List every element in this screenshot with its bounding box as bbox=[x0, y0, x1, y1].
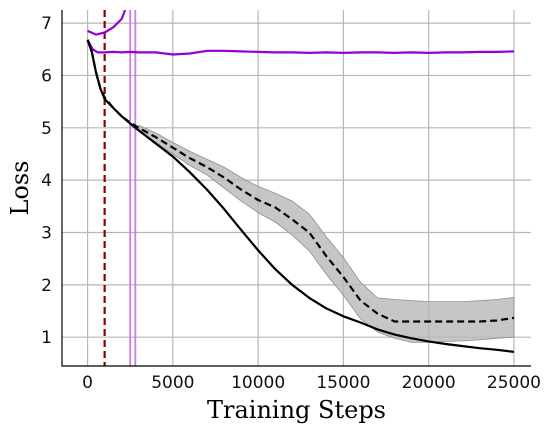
y-tick-label: 2 bbox=[41, 276, 52, 296]
x-tick-label: 0 bbox=[82, 373, 93, 393]
series-line-3 bbox=[86, 39, 515, 323]
x-tick-label: 15000 bbox=[316, 373, 370, 393]
axes-spine bbox=[61, 10, 531, 367]
series-line-1 bbox=[87, 10, 127, 36]
variance-band bbox=[138, 124, 515, 343]
x-tick-label: 25000 bbox=[487, 373, 541, 393]
x-tick-label: 10000 bbox=[231, 373, 285, 393]
y-tick-label: 4 bbox=[41, 171, 52, 191]
y-tick-label: 6 bbox=[41, 66, 52, 86]
x-axis-label: Training Steps bbox=[207, 396, 386, 424]
x-tick-labels: 0 5000 10000 15000 20000 25000 bbox=[82, 373, 541, 393]
y-tick-label: 5 bbox=[41, 119, 52, 139]
y-axis-label: Loss bbox=[6, 160, 34, 215]
y-tick-label: 1 bbox=[41, 328, 52, 348]
y-tick-labels: 1 2 3 4 5 6 7 bbox=[41, 14, 52, 348]
series-line-2 bbox=[86, 39, 515, 353]
y-tick-label: 3 bbox=[41, 224, 52, 244]
vertical-markers bbox=[103, 10, 137, 366]
series-line-0 bbox=[86, 39, 514, 56]
confidence-bands bbox=[138, 124, 515, 343]
series-lines bbox=[86, 10, 515, 353]
x-tick-label: 20000 bbox=[402, 373, 456, 393]
y-tick-label: 7 bbox=[41, 14, 52, 34]
x-tick-label: 5000 bbox=[151, 373, 194, 393]
